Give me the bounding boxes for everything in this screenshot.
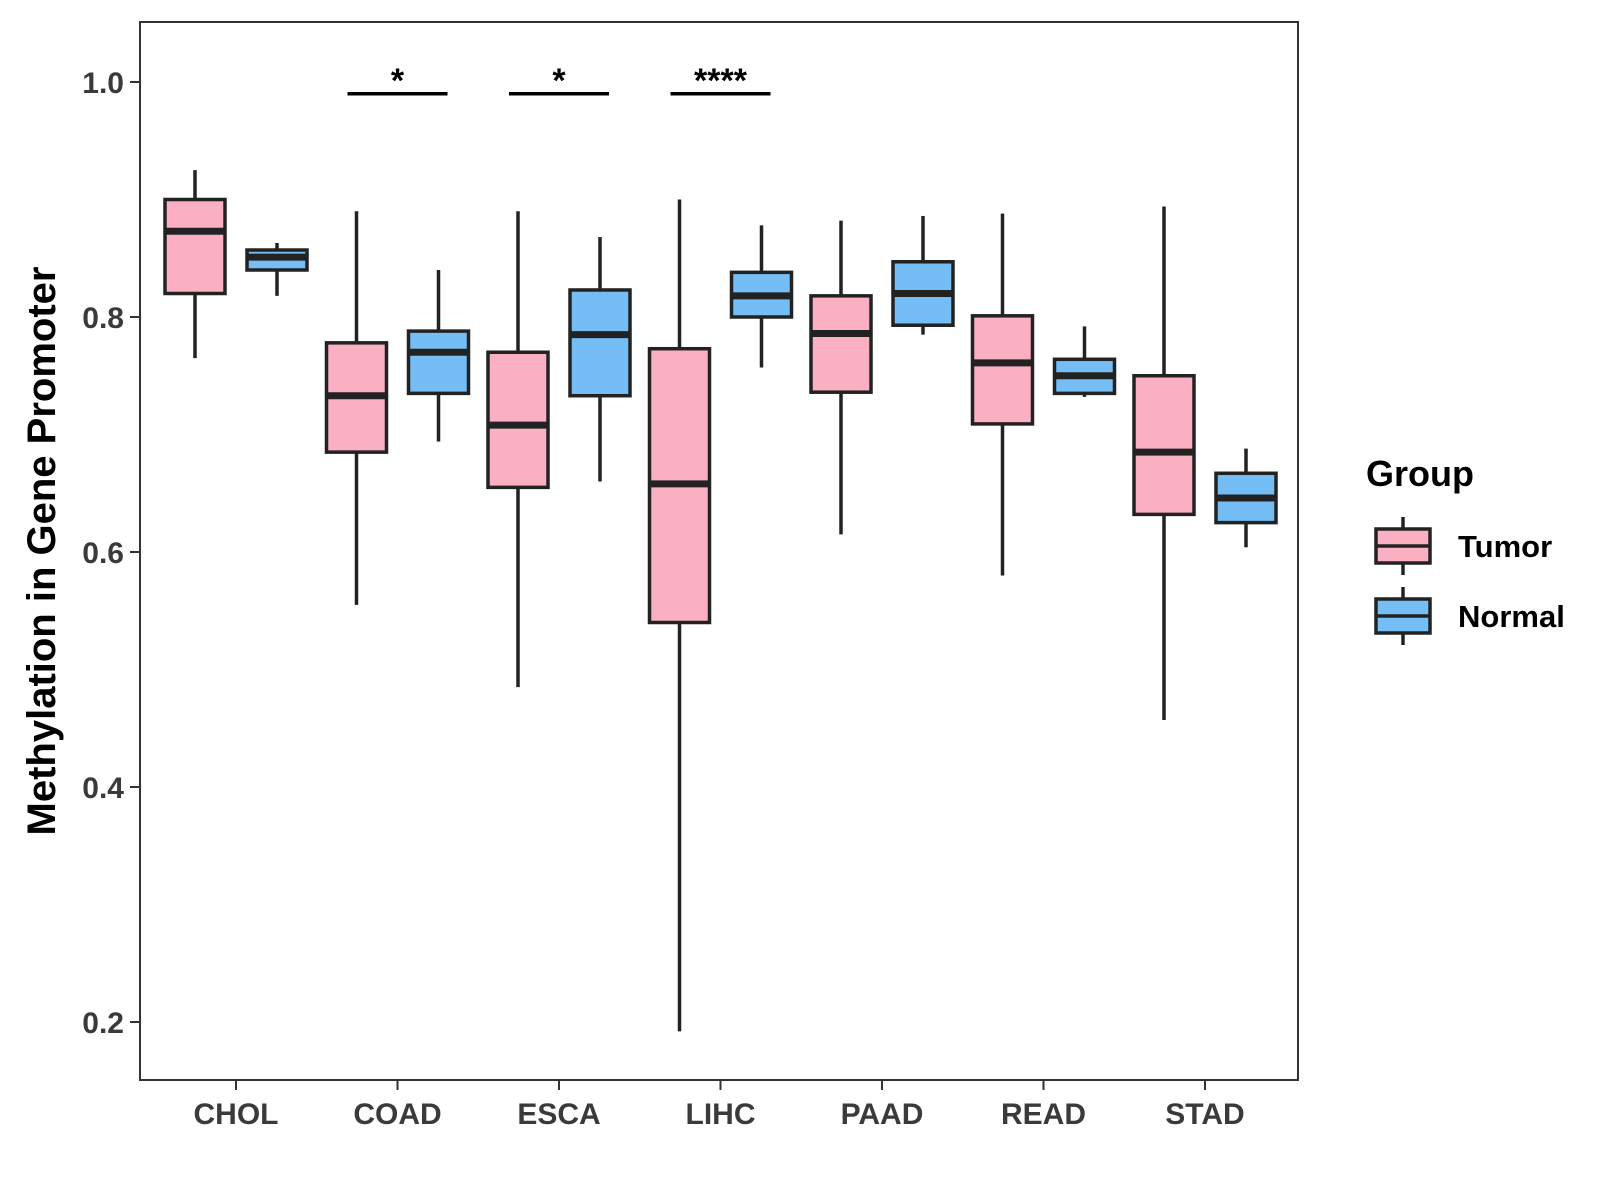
box-iqr bbox=[163, 197, 227, 296]
box-tumor-lihc bbox=[647, 199, 712, 1032]
box-tumor-read bbox=[970, 213, 1035, 576]
y-tick-label: 0.8 bbox=[82, 302, 124, 335]
significance-label: **** bbox=[694, 62, 748, 100]
box-normal-stad bbox=[1214, 448, 1278, 548]
box-normal-lihc bbox=[729, 225, 794, 368]
box-iqr bbox=[809, 294, 873, 394]
y-axis-title: Methylation in Gene Promoter bbox=[20, 267, 64, 836]
significance-annotations: * * **** bbox=[347, 62, 771, 100]
y-axis: 0.2 0.4 0.6 0.8 1.0 bbox=[82, 67, 140, 1040]
legend-item-tumor: Tumor bbox=[1374, 517, 1552, 575]
legend-title: Group bbox=[1366, 453, 1474, 494]
x-tick-label: ESCA bbox=[517, 1098, 600, 1131]
box-iqr bbox=[1132, 374, 1196, 517]
box-iqr bbox=[486, 350, 550, 490]
y-tick-label: 0.4 bbox=[82, 772, 124, 805]
legend-label: Normal bbox=[1458, 599, 1565, 634]
box-normal-coad bbox=[406, 270, 471, 442]
legend-item-normal: Normal bbox=[1374, 587, 1565, 645]
box-tumor-coad bbox=[324, 211, 389, 605]
box-normal-paad bbox=[891, 215, 955, 335]
x-axis: CHOL COAD ESCA LIHC PAAD READ STAD bbox=[194, 1080, 1245, 1131]
x-tick-label: CHOL bbox=[194, 1098, 279, 1131]
box-normal-esca bbox=[568, 237, 632, 482]
box-normal-read bbox=[1052, 326, 1117, 397]
plot-area bbox=[163, 170, 1278, 1032]
legend: Group Tumor Normal bbox=[1366, 453, 1565, 645]
box-tumor-paad bbox=[809, 220, 873, 535]
box-tumor-chol bbox=[163, 170, 227, 359]
x-tick-label: LIHC bbox=[686, 1098, 756, 1131]
legend-label: Tumor bbox=[1458, 529, 1552, 564]
box-normal-chol bbox=[245, 242, 309, 296]
significance-label: * bbox=[391, 62, 405, 100]
x-tick-label: STAD bbox=[1165, 1098, 1244, 1131]
box-tumor-esca bbox=[486, 211, 550, 688]
x-tick-label: PAAD bbox=[841, 1098, 924, 1131]
y-tick-label: 0.6 bbox=[82, 537, 124, 570]
y-tick-label: 1.0 bbox=[82, 67, 124, 100]
box-iqr bbox=[568, 288, 632, 398]
x-tick-label: COAD bbox=[353, 1098, 441, 1131]
box-tumor-stad bbox=[1132, 206, 1196, 721]
significance-label: * bbox=[552, 62, 566, 100]
box-iqr bbox=[406, 329, 471, 396]
box-iqr bbox=[970, 314, 1035, 426]
x-tick-label: READ bbox=[1001, 1098, 1086, 1131]
y-tick-label: 0.2 bbox=[82, 1007, 124, 1040]
